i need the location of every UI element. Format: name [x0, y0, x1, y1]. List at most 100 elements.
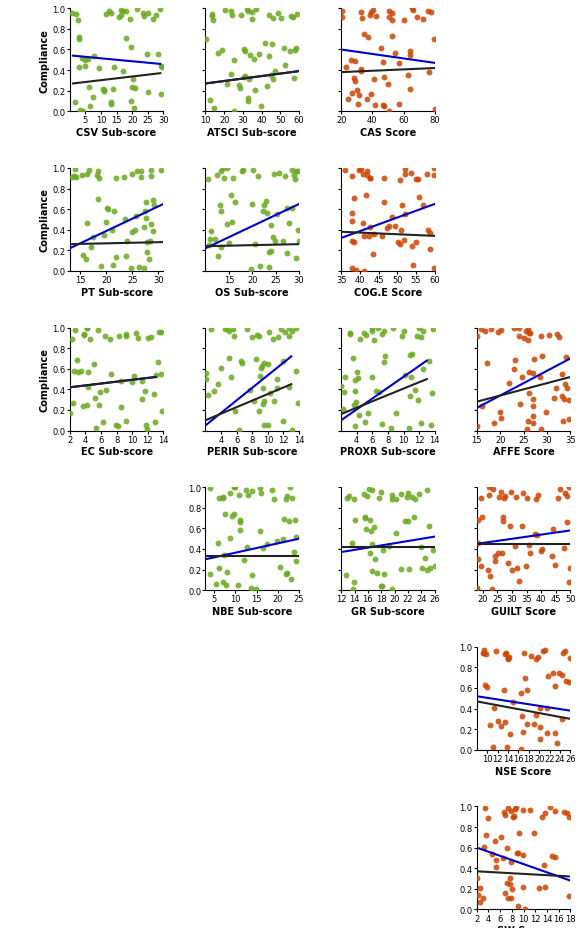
Point: [66, 406, 75, 420]
Point: [406, 370, 416, 385]
Point: [77, 168, 87, 183]
Point: [385, 219, 394, 234]
Point: [503, 651, 512, 666]
Point: [123, 235, 132, 250]
Point: [520, 671, 529, 686]
Point: [254, 47, 264, 62]
Point: [528, 367, 537, 381]
Point: [258, 204, 267, 219]
Point: [507, 882, 516, 896]
Point: [230, 54, 239, 69]
Point: [513, 561, 522, 576]
Point: [276, 323, 285, 338]
Point: [499, 806, 509, 820]
Point: [247, 484, 256, 499]
Point: [400, 207, 409, 222]
Point: [366, 87, 375, 102]
Point: [349, 352, 358, 367]
Point: [72, 7, 81, 22]
Point: [272, 534, 281, 548]
Point: [377, 579, 386, 594]
X-axis label: NSE Score: NSE Score: [495, 766, 552, 776]
Point: [212, 168, 222, 183]
Point: [273, 372, 282, 387]
Point: [509, 808, 519, 823]
Point: [82, 321, 91, 336]
Point: [368, 247, 378, 262]
Point: [367, 483, 377, 498]
Point: [477, 491, 486, 506]
Point: [153, 355, 162, 370]
Point: [554, 665, 563, 680]
Point: [88, 91, 97, 106]
Point: [538, 644, 548, 659]
Point: [564, 574, 573, 589]
Point: [379, 71, 388, 85]
Point: [480, 801, 489, 816]
Point: [354, 407, 363, 422]
Point: [507, 485, 516, 500]
Point: [423, 563, 432, 578]
Point: [393, 236, 402, 251]
Point: [426, 6, 435, 20]
X-axis label: NBE Sub-score: NBE Sub-score: [212, 607, 293, 616]
Point: [73, 365, 83, 380]
Point: [282, 566, 291, 581]
Point: [427, 386, 436, 401]
Point: [144, 85, 153, 100]
Point: [235, 423, 244, 438]
Point: [542, 726, 552, 741]
Point: [367, 370, 377, 385]
Point: [245, 48, 254, 63]
Point: [109, 204, 118, 219]
Point: [218, 575, 228, 590]
Point: [205, 481, 214, 496]
Point: [543, 668, 552, 683]
Point: [288, 491, 297, 506]
Point: [560, 486, 569, 501]
Point: [371, 552, 380, 567]
Point: [540, 880, 549, 895]
Point: [554, 330, 563, 345]
Point: [285, 329, 294, 344]
Point: [356, 6, 365, 20]
Point: [336, 380, 346, 394]
Point: [548, 665, 558, 680]
Point: [249, 163, 258, 178]
Point: [496, 830, 505, 844]
Point: [99, 83, 108, 97]
Point: [473, 871, 482, 886]
Point: [395, 57, 404, 71]
Point: [430, 559, 439, 574]
Point: [405, 83, 414, 97]
Point: [565, 481, 574, 496]
Point: [361, 188, 371, 203]
Point: [350, 373, 360, 388]
Point: [348, 86, 357, 101]
Point: [551, 850, 560, 865]
Point: [410, 492, 420, 507]
Point: [267, 37, 276, 52]
Point: [100, 84, 109, 98]
Point: [205, 567, 215, 582]
Point: [360, 510, 370, 525]
Point: [222, 217, 232, 232]
Point: [202, 372, 211, 387]
Point: [477, 322, 486, 337]
Point: [218, 44, 227, 58]
Point: [508, 695, 517, 710]
Point: [243, 488, 253, 503]
Point: [512, 845, 521, 860]
Point: [537, 544, 546, 559]
Point: [264, 8, 274, 23]
Point: [213, 249, 222, 264]
Y-axis label: Compliance: Compliance: [40, 188, 49, 252]
Point: [519, 803, 528, 818]
Point: [101, 7, 111, 22]
Point: [491, 853, 501, 868]
Point: [247, 330, 257, 345]
Point: [72, 170, 81, 185]
Point: [349, 398, 359, 413]
Point: [69, 364, 79, 379]
Point: [139, 9, 148, 24]
